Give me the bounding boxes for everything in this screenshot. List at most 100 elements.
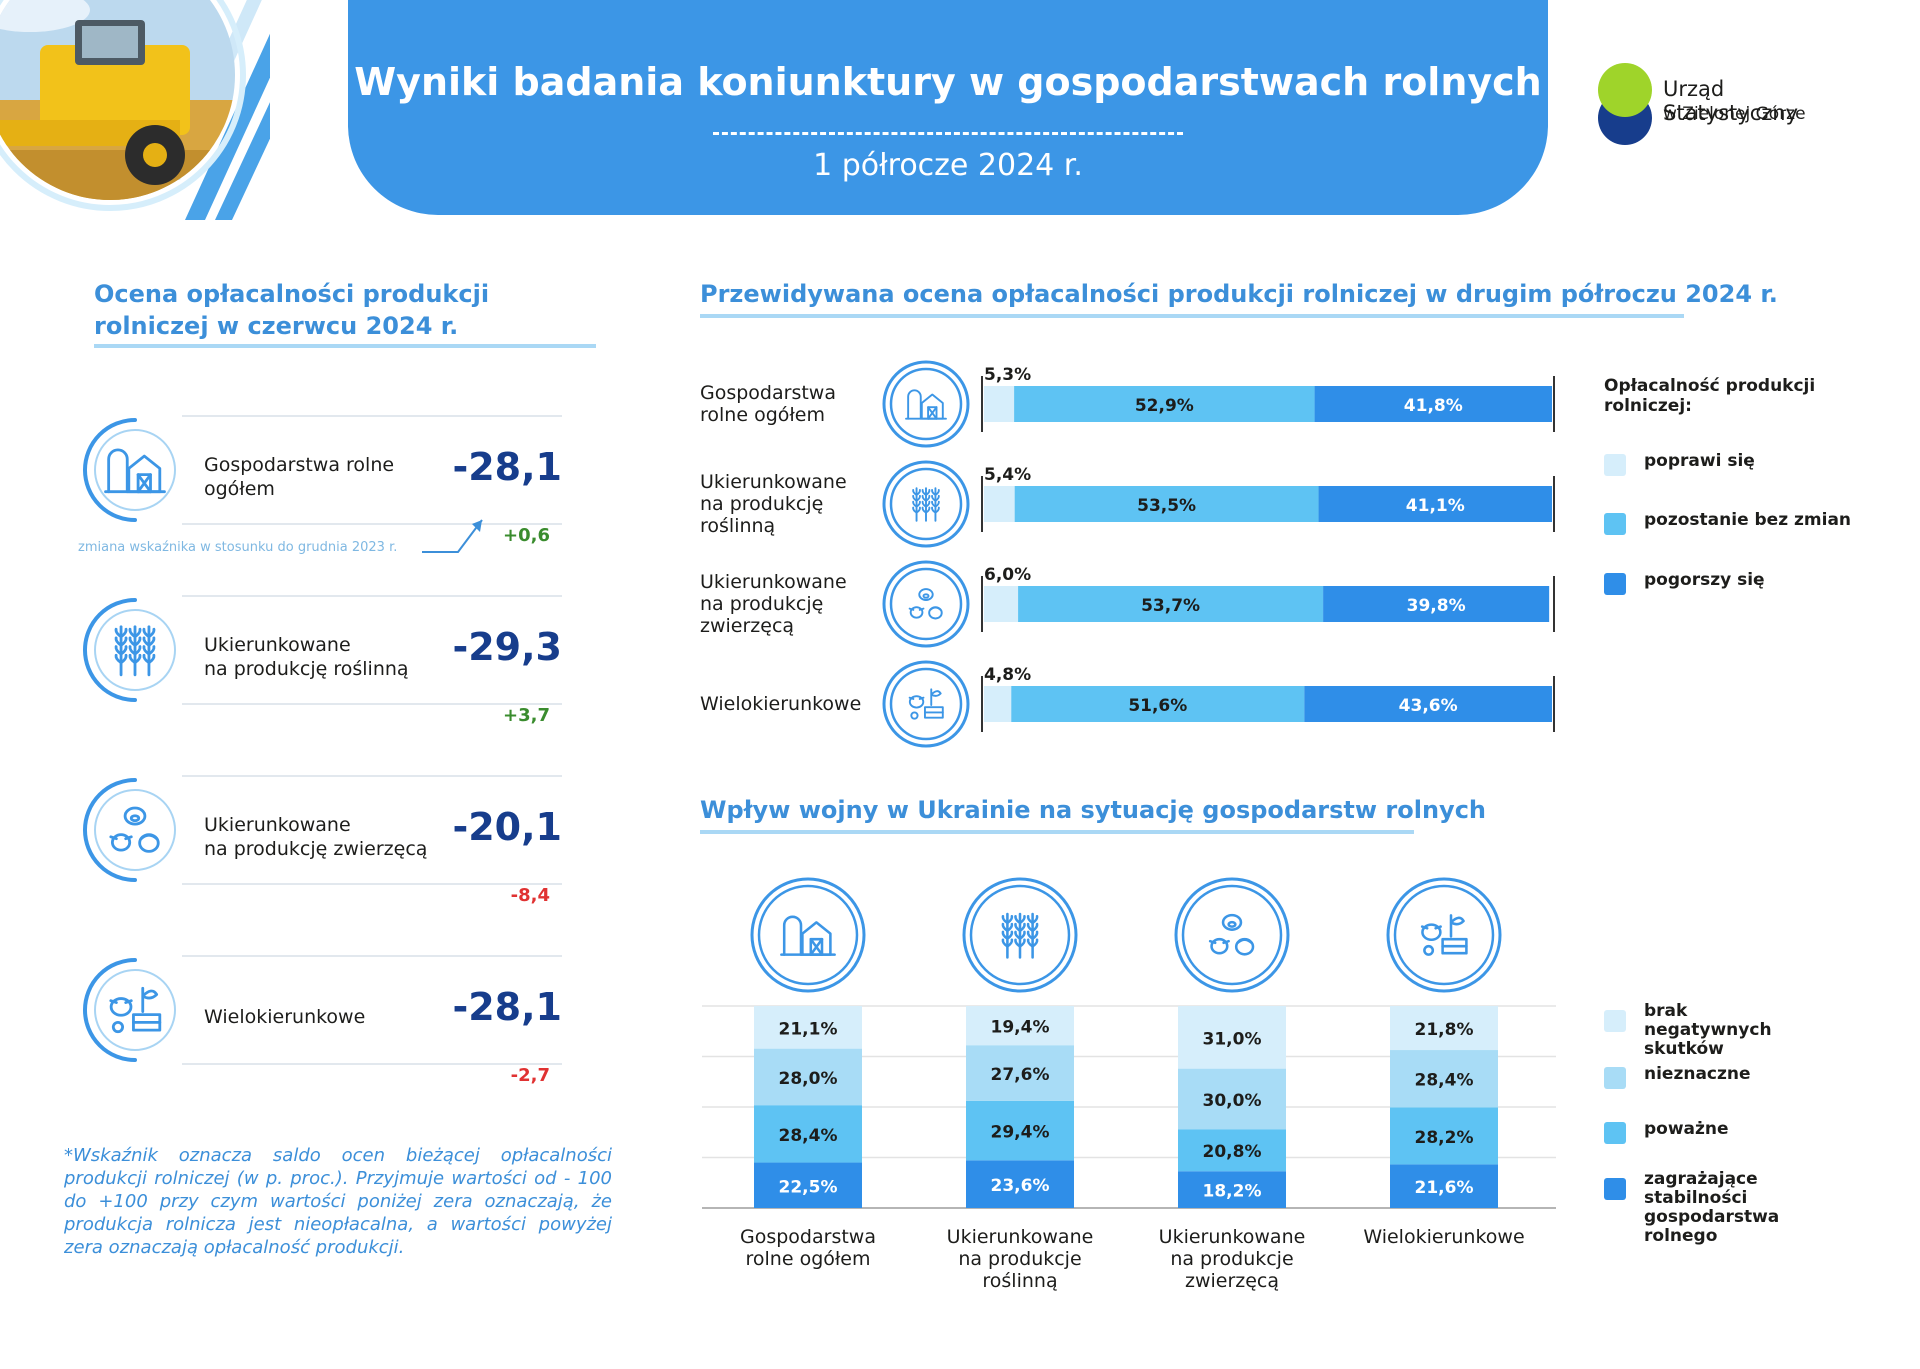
chart1-bar-segment: [1318, 486, 1552, 522]
left-section-title-line-2: rolniczej w czerwcu 2024 r.: [94, 312, 459, 340]
chart1-value-label: 5,3%: [984, 365, 1031, 385]
chart1-bar-segment: [984, 386, 1015, 422]
chart1-category-livestock-icon: [882, 560, 970, 648]
chart2-value-label: 28,0%: [779, 1069, 838, 1089]
chart1-value-label: 41,8%: [1404, 396, 1463, 416]
kpi-label-line-1: Ukierunkowane: [204, 634, 351, 656]
legend-swatch: [1604, 1067, 1626, 1089]
chart2-category-farm-icon: [750, 877, 866, 993]
legend-label: pozostanie bez zmian: [1644, 510, 1852, 530]
chart2-bar-segment: [1178, 1068, 1286, 1130]
chart2-bar-segment: [1390, 1006, 1498, 1051]
chart2-value-label: 27,6%: [991, 1065, 1050, 1085]
chart2-value-label: 21,8%: [1415, 1020, 1474, 1040]
chart1-bar-segment: [1018, 586, 1324, 622]
chart2-bar-segment: [1390, 1164, 1498, 1208]
chart1-category-farm-icon: [882, 360, 970, 448]
kpi-bottom-line: [182, 1063, 562, 1065]
chart1-bar-segment: [984, 586, 1019, 622]
kpi-top-line: [182, 955, 562, 957]
change-note: zmiana wskaźnika w stosunku do grudnia 2…: [78, 540, 398, 555]
logo-line-1: Urząd Statystyczny: [1663, 77, 1799, 125]
kpi-value: -20,1: [452, 805, 562, 849]
kpi-change: -8,4: [510, 885, 550, 906]
chart2-value-label: 28,4%: [779, 1126, 838, 1146]
legend-label: poprawi się: [1644, 451, 1755, 471]
wheat-icon: [114, 625, 156, 677]
legend-swatch: [1604, 1122, 1626, 1144]
chart2-category-label: Gospodarstwa rolne ogółem: [740, 1226, 876, 1270]
kpi-row: Ukierunkowane na produkcję zwierzęcą -20,1…: [80, 775, 570, 906]
kpi-top-line: [182, 595, 562, 597]
kpi-label-line-2: na produkcję roślinną: [204, 658, 409, 680]
chart2-bar-segment: [754, 1006, 862, 1049]
chart1-category-wheat-icon: [882, 460, 970, 548]
chart2-value-label: 21,1%: [779, 1019, 838, 1039]
chart2-bar-segment: [754, 1048, 862, 1106]
kpi-change: +3,7: [503, 705, 550, 726]
farm-icon: [104, 448, 166, 494]
chart2-value-label: 20,8%: [1203, 1142, 1262, 1162]
chart1-bar-segment: [984, 486, 1015, 522]
chart1-category-label: Gospodarstwa rolne ogółem: [700, 382, 836, 426]
kpi-label: Wielokierunkowe: [204, 1005, 365, 1029]
chart2-bar-segment: [1390, 1107, 1498, 1165]
kpi-label: Ukierunkowane na produkcję roślinną: [204, 633, 409, 681]
change-note-arrow: [422, 519, 483, 553]
chart2-bar-segment: [1178, 1006, 1286, 1069]
kpi-top-line: [182, 415, 562, 417]
kpi-value: -29,3: [452, 625, 562, 669]
chart2-bar-segment: [754, 1105, 862, 1163]
kpi-icon-ring: [83, 778, 176, 882]
chart1-value-label: 6,0%: [984, 565, 1031, 585]
legend-label: nieznaczne: [1644, 1064, 1751, 1084]
chart2-bar-segment: [966, 1045, 1074, 1101]
chart2-title: Wpływ wojny w Ukrainie na sytuację gospo…: [700, 796, 1486, 824]
chart2-value-label: 28,2%: [1415, 1128, 1474, 1148]
chart2-value-label: 31,0%: [1203, 1029, 1262, 1049]
kpi-value: -28,1: [452, 445, 562, 489]
chart1-legend-title: Opłacalność produkcji rolniczej:: [1604, 376, 1816, 416]
livestock-icon: [109, 806, 160, 853]
chart2-value-label: 30,0%: [1203, 1091, 1262, 1111]
chart1-title-rule: [700, 314, 1684, 318]
kpi-label-line-1: Gospodarstwa rolne: [204, 454, 395, 476]
office-logo: Urząd Statystyczny w Zielonej Górze: [1595, 60, 1865, 150]
title-divider: [713, 132, 1183, 135]
chart2-category-label: Wielokierunkowe: [1363, 1226, 1524, 1248]
chart2-category-label: Ukierunkowane na produkcje zwierzęcą: [1159, 1226, 1306, 1292]
chart1-category-label: Wielokierunkowe: [700, 693, 861, 715]
logo-line-2: w Zielonej Górze: [1663, 104, 1806, 124]
chart1-bar-segment: [1014, 386, 1315, 422]
kpi-label: Ukierunkowane na produkcję zwierzęcą: [204, 813, 427, 861]
kpi-icon-ring: [83, 958, 176, 1062]
kpi-label-line-2: ogółem: [204, 478, 275, 500]
kpi-row: Ukierunkowane na produkcję roślinną -29,3 +…: [80, 595, 570, 726]
legend-swatch: [1604, 1178, 1626, 1200]
chart1-value-label: 53,5%: [1137, 496, 1196, 516]
legend-label: zagrażające stabilności gospodarstwa rol…: [1644, 1169, 1780, 1246]
legend-label: poważne: [1644, 1119, 1729, 1139]
page-subtitle: 1 półrocze 2024 r.: [813, 148, 1083, 183]
chart1-value-label: 43,6%: [1399, 696, 1458, 716]
chart1-value-label: 51,6%: [1128, 696, 1187, 716]
left-section-title-line-1: Ocena opłacalności produkcji: [94, 280, 490, 308]
chart1-bar-segment: [1323, 586, 1550, 622]
legend-swatch: [1604, 454, 1626, 476]
kpi-row: Gospodarstwa rolne ogółem -28,1 +0,6: [80, 415, 570, 546]
chart2-category-wheat-icon: [962, 877, 1078, 993]
chart2-bar-segment: [966, 1006, 1074, 1046]
chart1-category-label: Ukierunkowane na produkcję roślinną: [700, 471, 847, 537]
chart2-bar-segment: [1390, 1050, 1498, 1108]
chart2-bar-segment: [966, 1160, 1074, 1208]
chart2-category-livestock-icon: [1174, 877, 1290, 993]
chart1-value-label: 52,9%: [1135, 396, 1194, 416]
legend-label: brak negatywnych skutków: [1644, 1001, 1772, 1059]
chart2-value-label: 22,5%: [779, 1177, 838, 1197]
chart2-bar-segment: [1178, 1171, 1286, 1208]
chart2-bar-segment: [754, 1162, 862, 1208]
kpi-icon-ring: [83, 418, 176, 522]
chart2-value-label: 21,6%: [1415, 1178, 1474, 1198]
